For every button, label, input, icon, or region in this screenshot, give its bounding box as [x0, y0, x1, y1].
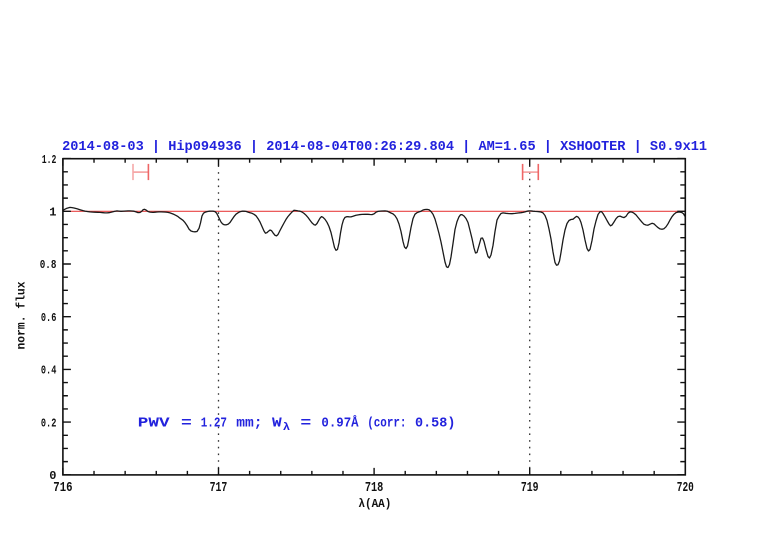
svg-text:717: 717 [210, 480, 228, 496]
svg-text:719: 719 [521, 480, 539, 496]
svg-text:0.2: 0.2 [41, 416, 57, 430]
svg-text:0: 0 [49, 469, 56, 483]
svg-text:1: 1 [49, 206, 56, 220]
svg-text:PWV: PWV [138, 415, 171, 431]
svg-text:1.2: 1.2 [42, 153, 57, 167]
svg-text:norm. flux: norm. flux [15, 282, 29, 350]
svg-text:0.4: 0.4 [41, 364, 57, 378]
svg-text:W: W [272, 415, 282, 431]
svg-text:0.58): 0.58) [415, 415, 455, 431]
svg-text:718: 718 [365, 480, 384, 496]
svg-text:(corr:: (corr: [367, 415, 406, 431]
svg-text:=: = [181, 415, 192, 431]
svg-text:λ: λ [283, 422, 291, 434]
svg-text:0.8: 0.8 [40, 258, 57, 272]
svg-text:720: 720 [677, 480, 694, 496]
svg-text:mm;: mm; [236, 415, 262, 431]
svg-text:0.6: 0.6 [41, 311, 57, 325]
svg-text:1.27: 1.27 [201, 415, 227, 431]
svg-text:=: = [300, 415, 311, 431]
svg-text:0.97Å: 0.97Å [321, 414, 359, 431]
svg-text:2014-08-03 | Hip094936 | 2014-: 2014-08-03 | Hip094936 | 2014-08-04T00:2… [62, 139, 707, 155]
svg-text:716: 716 [53, 480, 72, 496]
svg-text:λ(AA): λ(AA) [358, 497, 391, 511]
